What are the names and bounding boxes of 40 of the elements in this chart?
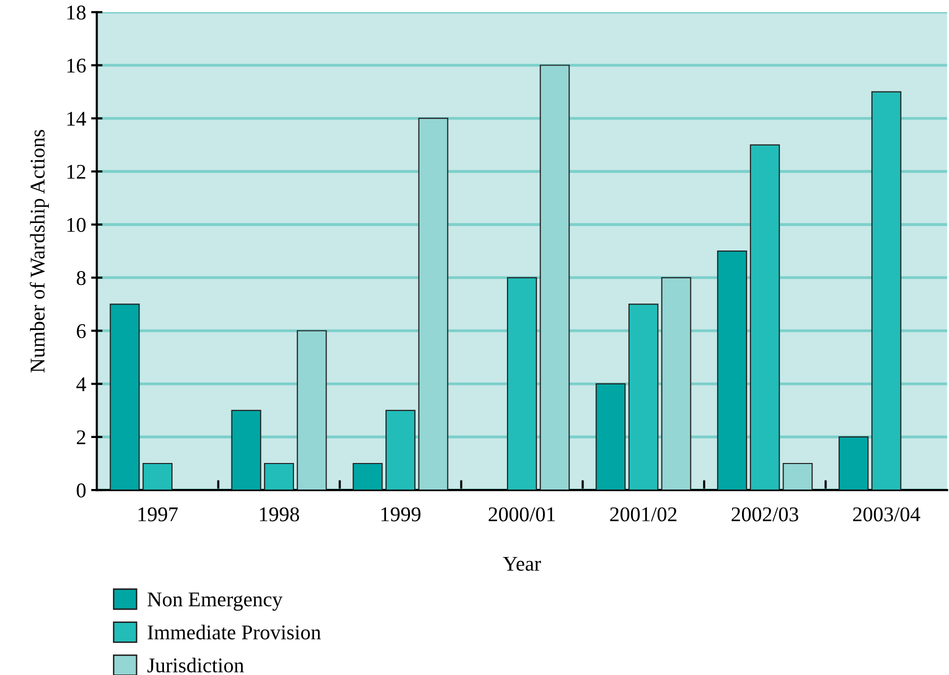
y-tick-label: 2 — [76, 430, 86, 444]
y-tick-label: 18 — [67, 6, 86, 20]
bar — [110, 304, 140, 490]
bar — [418, 118, 448, 490]
y-tick-label: 14 — [67, 112, 86, 126]
x-tick-label: 2000/01 — [488, 507, 555, 522]
y-tick-label: 12 — [67, 164, 86, 179]
y-tick-label: 8 — [76, 271, 86, 286]
x-tick-label: 1997 — [138, 507, 178, 522]
y-tick-label: 16 — [67, 58, 86, 73]
bar — [782, 462, 813, 490]
bar — [628, 304, 658, 490]
bar — [717, 250, 748, 490]
x-tick-label: 1998 — [260, 507, 300, 522]
bar — [231, 410, 262, 490]
bar — [385, 410, 416, 490]
bar — [506, 277, 537, 490]
bar — [838, 436, 869, 490]
bar — [661, 277, 692, 490]
bar — [596, 383, 626, 490]
legend-label: Immediate Provision — [148, 624, 321, 640]
bar — [352, 462, 383, 490]
bar — [264, 462, 294, 490]
bar — [540, 64, 570, 490]
bar — [296, 330, 327, 490]
legend-label: Jurisdiction — [147, 658, 244, 672]
bar — [750, 144, 780, 490]
x-tick-label: 2003/04 — [853, 507, 920, 522]
y-tick-label: 10 — [67, 218, 86, 232]
x-tick-label: 1999 — [381, 507, 420, 522]
legend-label: Non Emergency — [148, 592, 282, 611]
x-tick-label: 2001/02 — [610, 507, 676, 522]
x-tick-label: 2002/03 — [732, 507, 798, 522]
y-tick-label: 4 — [76, 377, 86, 392]
y-tick-label: 0 — [76, 483, 86, 498]
y-axis-title: Number of Wardship Actions — [30, 130, 49, 372]
bar — [142, 462, 173, 490]
y-tick-label: 6 — [76, 324, 86, 338]
x-axis-title: Year — [502, 556, 541, 571]
bar — [871, 91, 902, 490]
